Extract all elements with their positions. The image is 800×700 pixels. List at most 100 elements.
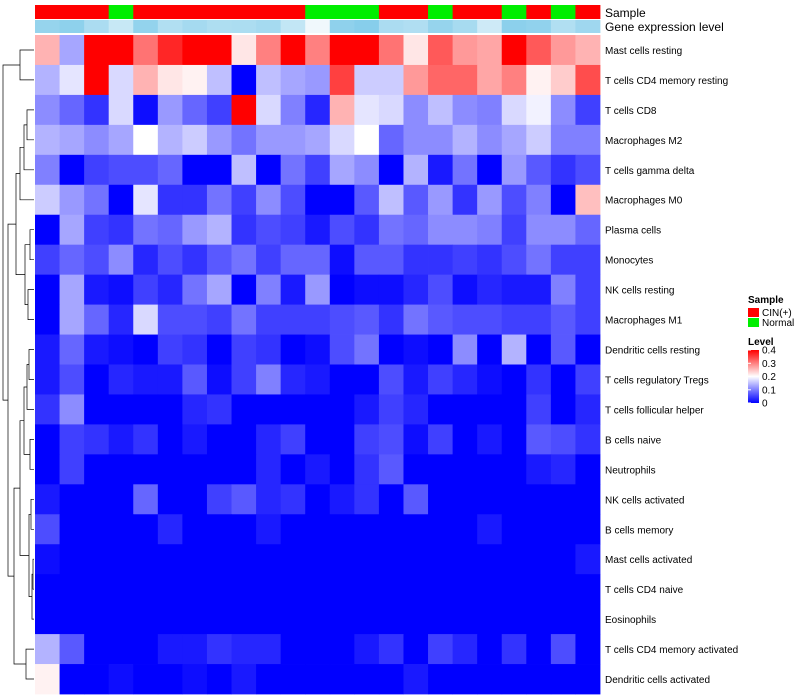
heatmap-cell: [378, 184, 404, 216]
heatmap-cell: [452, 214, 478, 246]
heatmap-cell: [133, 424, 159, 455]
heatmap-cell: [403, 574, 429, 605]
heatmap-cell: [182, 304, 208, 335]
heatmap-cell: [206, 35, 232, 66]
heatmap-cell: [501, 394, 527, 425]
heatmap-cell: [305, 574, 331, 605]
heatmap-cell: [477, 664, 503, 695]
heatmap-cell: [575, 35, 601, 66]
heatmap-cell: [378, 274, 404, 305]
dendrogram-branch: [19, 420, 29, 556]
heatmap-cell: [231, 244, 257, 276]
heatmap-cell: [256, 634, 282, 665]
heatmap-cell: [59, 154, 85, 186]
heatmap-cell: [403, 664, 429, 695]
heatmap-cell: [575, 574, 601, 605]
expression-annotation-cell: [428, 20, 454, 33]
expression-annotation-cell: [59, 20, 85, 33]
heatmap-cell: [231, 634, 257, 665]
heatmap-cell: [59, 304, 85, 335]
sample-annotation-cell: [280, 5, 306, 19]
heatmap-cell: [280, 304, 306, 335]
heatmap-cell: [428, 35, 454, 66]
row-label: T cells CD4 memory activated: [605, 645, 738, 656]
row-label: Macrophages M1: [605, 316, 683, 327]
heatmap-cell: [206, 634, 232, 665]
heatmap-cell: [477, 35, 503, 66]
row-label: B cells naive: [605, 435, 662, 446]
heatmap-cell: [526, 574, 552, 605]
heatmap-cell: [550, 94, 576, 126]
heatmap-cell: [305, 394, 331, 425]
sample-annotation-cell: [329, 5, 355, 19]
heatmap-cell: [231, 664, 257, 695]
level-tick-label: 0: [762, 399, 768, 410]
expression-annotation-cell: [354, 20, 380, 33]
heatmap-cell: [59, 424, 85, 455]
level-tick-label: 0.3: [762, 359, 776, 370]
heatmap-cell: [206, 484, 232, 515]
heatmap-cell: [403, 124, 429, 156]
heatmap-cell: [501, 634, 527, 665]
heatmap-cell: [329, 364, 355, 395]
level-colorbar: [748, 350, 759, 403]
heatmap-cell: [378, 454, 404, 485]
heatmap-cell: [354, 154, 380, 186]
heatmap-cell: [354, 124, 380, 156]
dendrogram-branch: [28, 513, 32, 597]
sample-annotation-cell: [133, 5, 159, 19]
heatmap-cell: [280, 484, 306, 515]
heatmap-cell: [206, 154, 232, 186]
heatmap-cell: [108, 154, 134, 186]
legend: Sample CIN(+)Normal Level 0.4 0.3 0.2 0.1 0: [748, 295, 794, 410]
heatmap-cell: [157, 244, 183, 276]
heatmap-cell: [452, 454, 478, 485]
sample-annotation-cell: [526, 5, 552, 19]
heatmap-cell: [354, 514, 380, 545]
heatmap-cell: [133, 35, 159, 66]
expression-annotation-cell: [526, 20, 552, 33]
heatmap-cell: [231, 454, 257, 485]
sample-annotation-cell: [59, 5, 85, 19]
heatmap-cell: [206, 664, 232, 695]
heatmap-cell: [428, 274, 454, 305]
heatmap-cell: [231, 304, 257, 335]
heatmap-cell: [403, 35, 429, 66]
heatmap-cell: [354, 334, 380, 365]
heatmap-cell: [256, 604, 282, 635]
row-label: Plasma cells: [605, 226, 661, 237]
heatmap-cell: [157, 35, 183, 66]
row-label: B cells memory: [605, 525, 673, 536]
heatmap-cell: [182, 124, 208, 156]
row-label: Macrophages M2: [605, 136, 683, 147]
heatmap-cell: [403, 454, 429, 485]
sample-annotation-cell: [452, 5, 478, 19]
heatmap-cell: [526, 364, 552, 395]
heatmap-cell: [575, 484, 601, 515]
heatmap-cell: [133, 124, 159, 156]
heatmap-cell: [280, 574, 306, 605]
heatmap-cell: [550, 364, 576, 395]
heatmap-cell: [403, 604, 429, 635]
heatmap-cell: [477, 634, 503, 665]
heatmap-cell: [329, 544, 355, 575]
heatmap-cell: [329, 124, 355, 156]
heatmap-cell: [35, 244, 60, 276]
heatmap-cell: [354, 35, 380, 66]
heatmap-cell: [477, 394, 503, 425]
heatmap-cell: [35, 64, 60, 96]
heatmap-cell: [59, 514, 85, 545]
sample-annotation-cell: [35, 5, 60, 19]
heatmap-cell: [452, 544, 478, 575]
heatmap-cell: [206, 334, 232, 365]
heatmap-cell: [206, 424, 232, 455]
heatmap-cell: [575, 94, 601, 126]
heatmap-cell: [182, 454, 208, 485]
heatmap-cell: [108, 274, 134, 305]
heatmap-cell: [305, 604, 331, 635]
heatmap-cell: [182, 35, 208, 66]
heatmap-cell: [84, 154, 110, 186]
heatmap-cell: [378, 214, 404, 246]
row-label: Eosinophils: [605, 615, 656, 626]
heatmap-cell: [280, 394, 306, 425]
